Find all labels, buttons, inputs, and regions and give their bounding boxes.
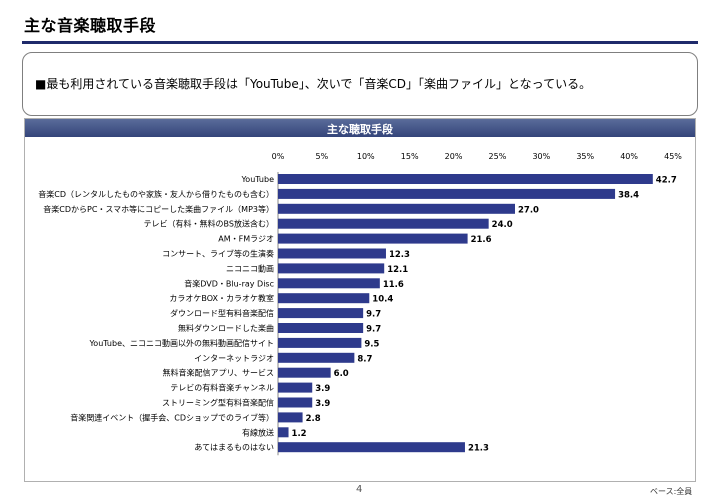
x-tick-label: 20% [445,152,463,161]
chart-title: 主な聴取手段 [327,123,393,136]
x-tick-label: 30% [532,152,550,161]
x-tick-label: 5% [316,152,329,161]
data-label: 42.7 [656,176,677,186]
data-label: 27.0 [518,205,539,215]
bar [278,323,364,333]
bar [278,337,362,348]
category-label: YouTube [240,175,274,184]
category-label: 音楽DVD・Blu-ray Disc [184,278,274,288]
data-label: 11.6 [383,280,404,290]
bar [278,174,653,184]
data-label: 2.8 [306,414,321,424]
data-label: 12.1 [387,265,408,275]
data-label: 21.6 [471,235,492,245]
category-label: 音楽関連イベント（握手会、CDショップでのライブ等） [70,412,274,422]
category-label: ダウンロード型有料音楽配信 [170,308,274,318]
x-tick-label: 15% [401,152,419,161]
category-label: あてはまるものはない [194,443,274,452]
bar [278,218,489,229]
category-label: ストリーミング型有料音楽配信 [162,398,274,408]
bar-chart: 0% 5% 10% 15% 20% 25% 30% 35% 40% 45% YouTube 42.7 音… [38,152,682,456]
data-label: 8.7 [357,354,372,364]
bar [278,367,331,378]
bar [278,412,303,423]
bar [278,382,313,393]
page-number: 4 [356,484,363,495]
x-tick-label: 25% [489,152,507,161]
category-label: テレビの有料音楽チャンネル [170,383,274,393]
x-tick-label: 0% [272,152,285,161]
data-label: 9.7 [366,325,381,335]
bar [278,278,380,289]
category-label: カラオケBOX・カラオケ教室 [169,293,274,303]
bar [278,263,385,274]
category-label: ニコニコ動画 [226,264,274,273]
bar [278,188,616,199]
x-tick-label: 35% [576,152,594,161]
summary-box: ■最も利用されている音楽聴取手段は「YouTube」、次いで「音楽CD」「楽曲フ… [22,52,698,116]
bar [278,308,364,319]
category-label: 有線放送 [242,427,274,437]
chart-panel: 主な聴取手段 0% 5% 10% 15% 20% 25% 30% 35% 40% 45% YouTu… [24,118,696,482]
bar [278,352,355,363]
base-note: ベース:全員 [650,487,693,496]
category-label: 音楽CD（レンタルしたものや家族・友人から借りたものも含む） [38,189,274,199]
data-label: 3.9 [315,399,330,409]
x-tick-label: 40% [620,152,638,161]
category-label: 音楽CDからPC・スマホ等にコピーした楽曲ファイル（MP3等） [43,204,274,214]
category-label: コンサート、ライブ等の生演奏 [162,249,274,259]
chart-header: 主な聴取手段 [25,119,695,137]
bar [278,248,386,259]
summary-text: ■最も利用されている音楽聴取手段は「YouTube」、次いで「音楽CD」「楽曲フ… [35,77,592,91]
data-label: 9.7 [366,310,381,320]
category-label: YouTube、ニコニコ動画以外の無料動画配信サイト [88,338,274,348]
bar [278,233,468,244]
data-label: 12.3 [389,250,410,260]
bar [278,203,515,214]
category-label: 無料音楽配信アプリ、サービス [162,368,274,378]
data-label: 38.4 [618,190,639,200]
data-label: 6.0 [334,369,349,379]
bar [278,397,313,408]
bar [278,442,465,453]
page-title: 主な音楽聴取手段 [24,16,157,35]
bar [278,427,289,438]
category-label: インターネットラジオ [194,354,274,363]
category-label: 無料ダウンロードした楽曲 [178,323,274,333]
category-label: AM・FMラジオ [218,235,274,244]
data-label: 24.0 [492,220,513,230]
bar [278,293,370,304]
x-tick-label: 10% [357,152,375,161]
data-label: 10.4 [372,295,393,305]
title-divider [22,41,698,44]
category-label: テレビ（有料・無料のBS放送含む） [144,219,274,229]
x-tick-label: 45% [664,152,682,161]
data-label: 21.3 [468,444,489,454]
data-label: 9.5 [364,339,379,349]
data-label: 3.9 [315,384,330,394]
data-label: 1.2 [292,429,307,439]
